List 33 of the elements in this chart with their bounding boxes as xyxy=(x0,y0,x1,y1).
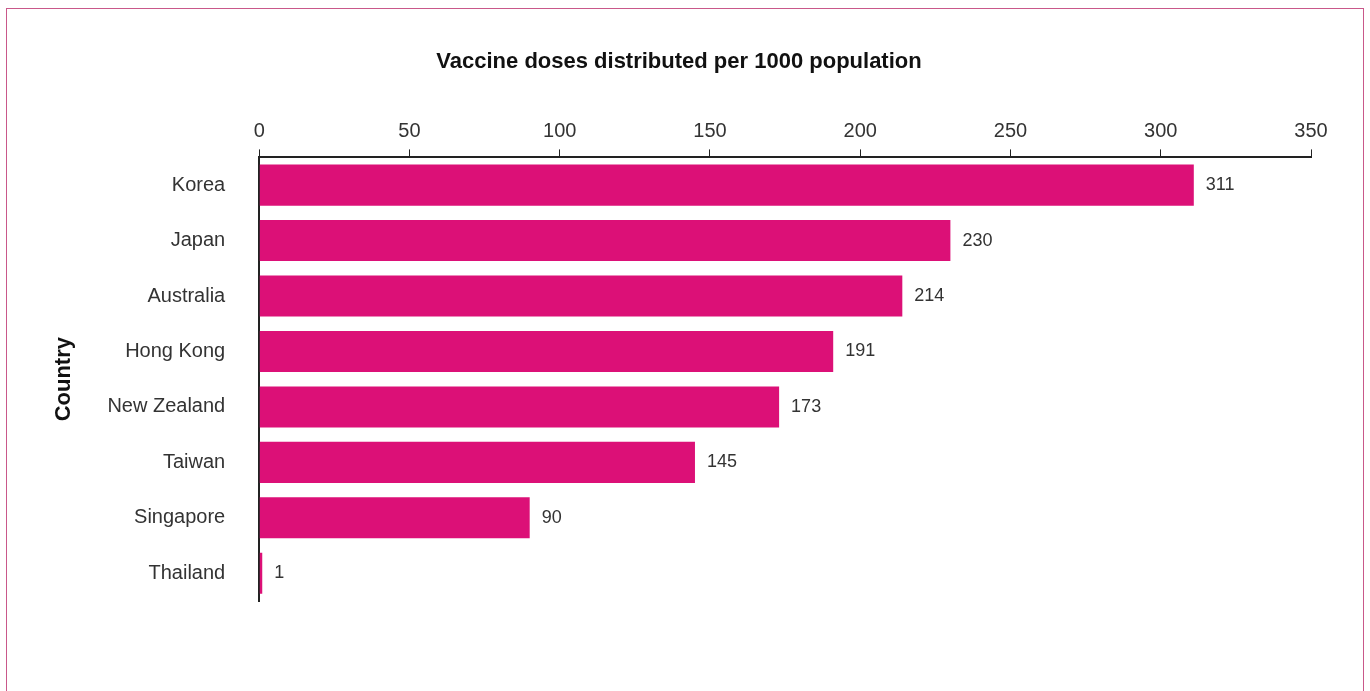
y-tick-label: Hong Kong xyxy=(125,338,226,361)
chart-title: Vaccine doses distributed per 1000 population xyxy=(436,48,922,74)
y-axis-title: Country xyxy=(50,336,76,422)
bar xyxy=(259,330,834,372)
data-label: 214 xyxy=(914,284,945,305)
x-tick-label: 0 xyxy=(253,118,265,141)
data-label: 1 xyxy=(274,562,285,583)
bar xyxy=(259,220,951,262)
data-label: 230 xyxy=(962,229,993,250)
y-tick-label: Japan xyxy=(170,228,226,251)
data-label: 191 xyxy=(845,340,876,361)
y-tick-label: Taiwan xyxy=(162,449,226,472)
x-tick-label: 200 xyxy=(843,118,877,141)
y-tick-label: Korea xyxy=(171,172,227,195)
x-tick-label: 100 xyxy=(543,118,577,141)
bar xyxy=(259,441,695,483)
x-tick-label: 300 xyxy=(1144,118,1178,141)
data-label: 173 xyxy=(791,395,822,416)
x-tick-label: 250 xyxy=(993,118,1028,141)
data-label: 311 xyxy=(1205,174,1235,195)
x-tick-label: 350 xyxy=(1294,118,1328,141)
bar xyxy=(259,386,780,428)
bar xyxy=(259,275,903,317)
y-tick-label: Singapore xyxy=(134,505,226,528)
y-tick-label: New Zealand xyxy=(107,394,226,417)
x-tick-label: 150 xyxy=(693,118,727,141)
bar xyxy=(259,164,1194,206)
y-tick-label: Thailand xyxy=(148,560,226,583)
y-tick-label: Australia xyxy=(147,283,227,306)
bar xyxy=(259,497,530,539)
data-label: 145 xyxy=(706,451,738,472)
data-label: 90 xyxy=(541,506,562,527)
x-tick-label: 50 xyxy=(398,118,421,141)
